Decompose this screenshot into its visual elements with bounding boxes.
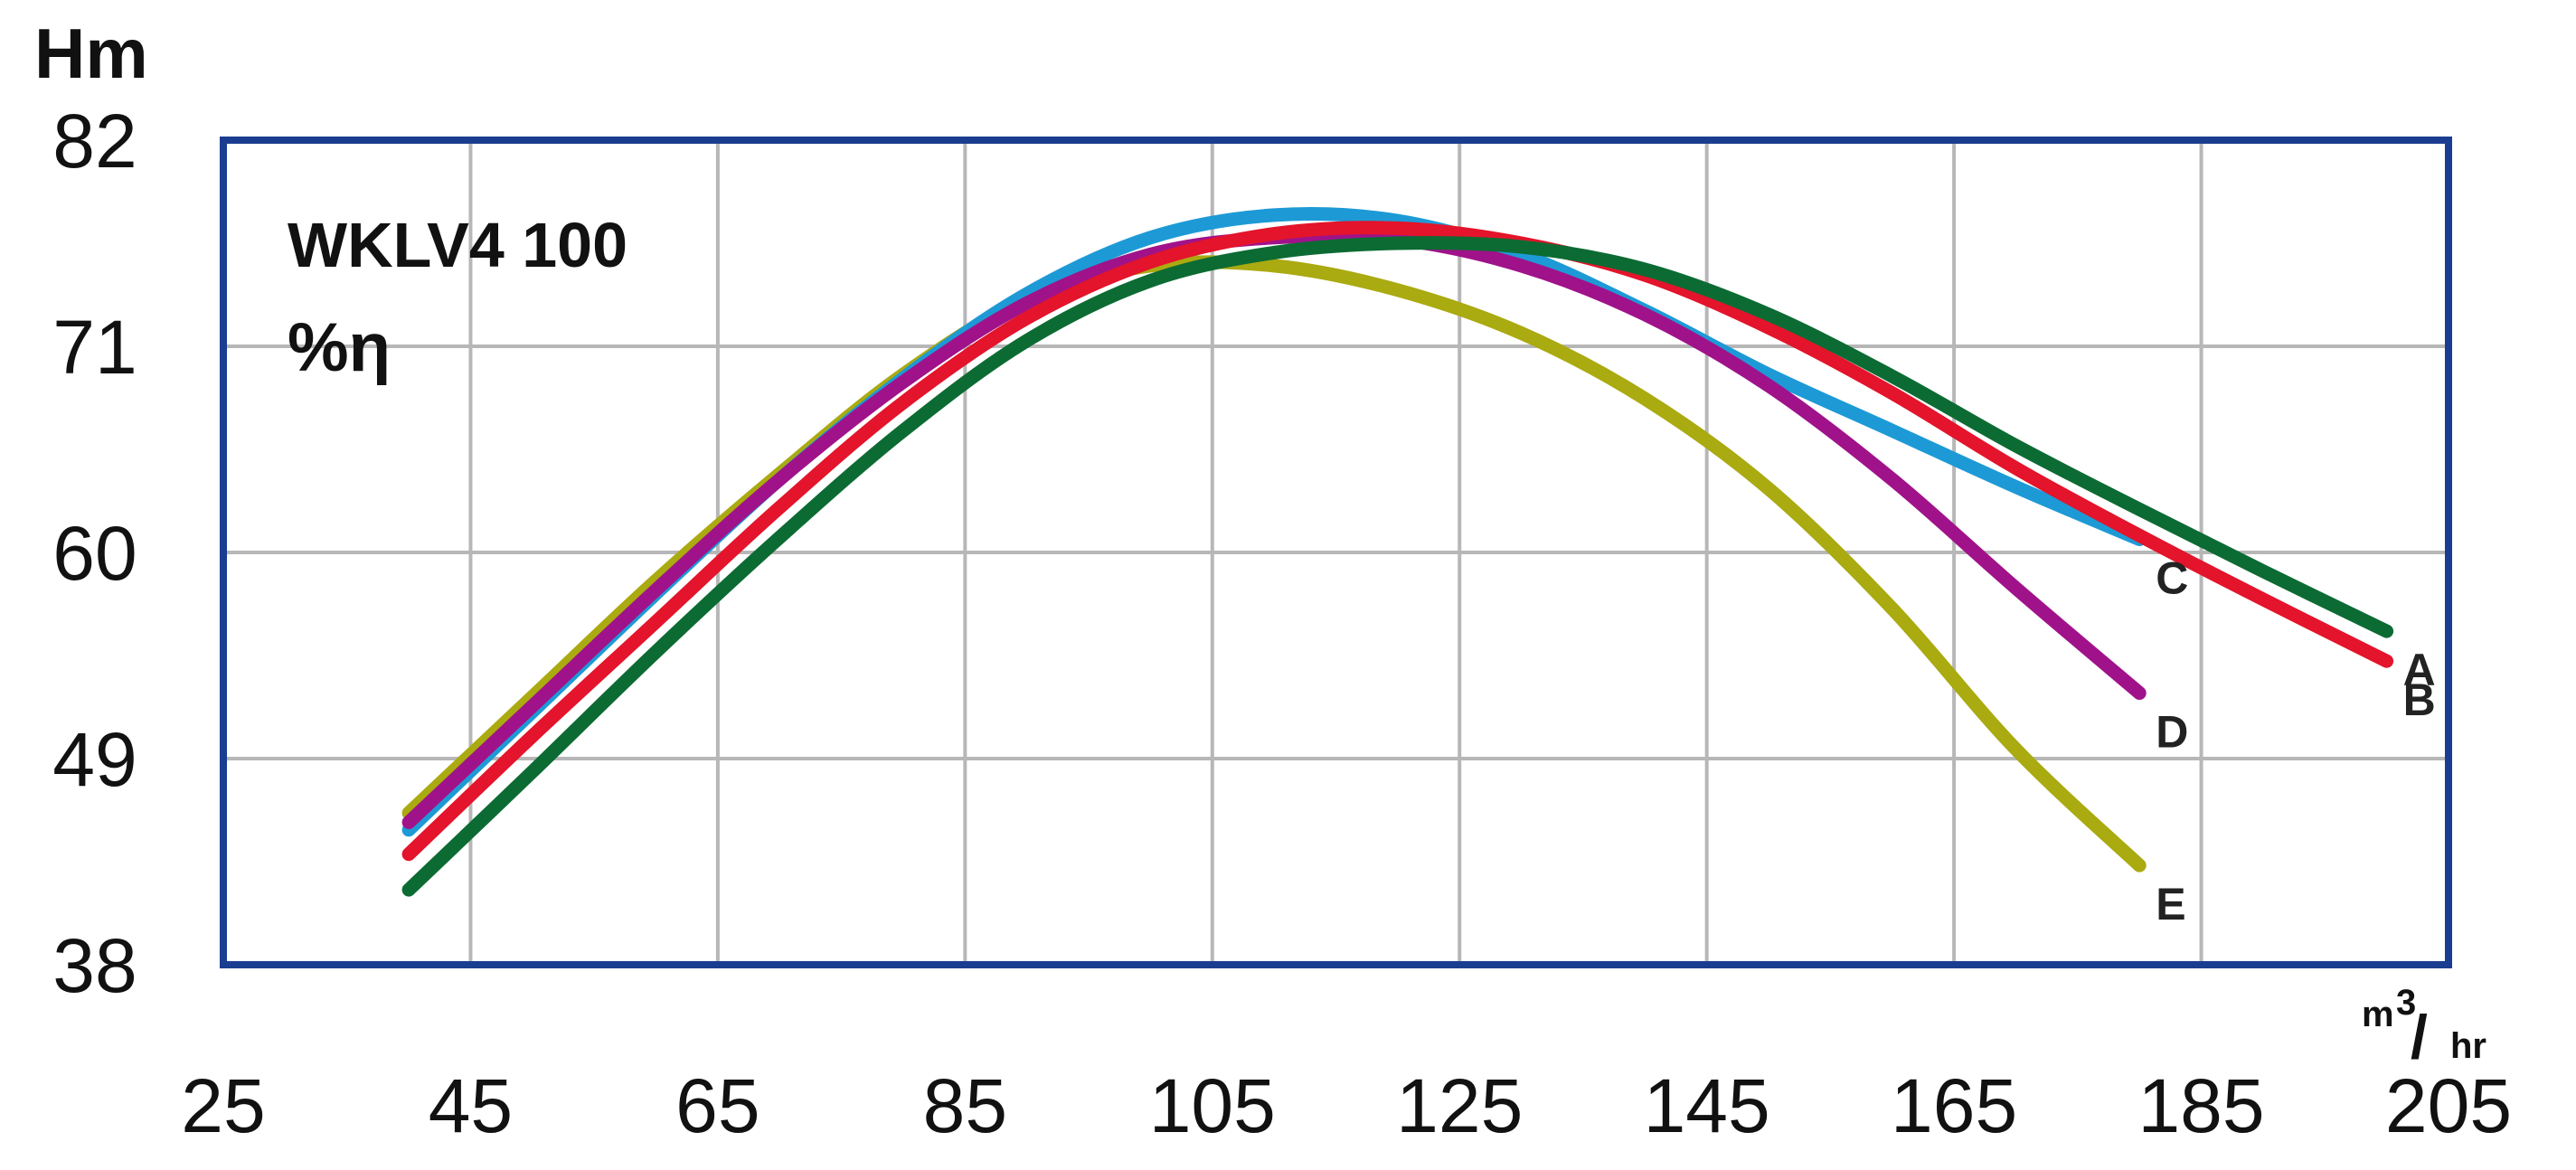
x-unit-sub: hr [2450,1026,2486,1066]
plot-frame [220,137,2452,968]
x-tick-label: 185 [2137,1063,2264,1148]
x-tick-label: 45 [429,1063,513,1148]
x-tick-label: 85 [923,1063,1007,1148]
x-axis-unit: m 3 / hr [2362,983,2486,1071]
x-tick-label: 65 [675,1063,760,1148]
x-unit-sup: 3 [2396,983,2416,1023]
series-curves [401,207,2394,897]
series-line-a [401,236,2394,897]
x-tick-label: 145 [1644,1063,1770,1148]
series-labels: E C D BA [2156,552,2436,929]
series-label-d: D [2156,706,2188,757]
x-unit-main: m [2362,995,2394,1034]
chart-subtitle: %η [288,309,391,386]
y-axis-label: Hm [34,14,148,93]
y-tick-label: 82 [52,99,137,184]
x-tick-label: 205 [2385,1063,2512,1148]
y-tick-label: 49 [52,717,137,802]
series-label-e: E [2156,879,2185,929]
series-line-d [401,229,2147,829]
x-tick-label: 165 [1891,1063,2017,1148]
x-tick-label: 105 [1149,1063,1276,1148]
x-tick-labels: 25 45 65 85 105 125 145 165 185 205 [181,1063,2512,1148]
series-label-a: A [2403,645,2436,695]
y-tick-labels: 38 49 60 71 82 [52,99,137,1008]
x-tick-label: 125 [1396,1063,1523,1148]
x-tick-label: 25 [181,1063,265,1148]
series-label-b: B [2403,675,2436,725]
x-unit-slash: / [2411,1003,2428,1071]
y-tick-label: 60 [52,511,137,596]
y-tick-label: 71 [52,305,137,390]
series-line-b [401,221,2394,862]
series-line-e [401,255,2147,873]
chart-title: WKLV4 100 [288,210,627,280]
series-label-c: C [2156,552,2188,603]
series-line-c [401,207,2147,837]
y-tick-label: 38 [52,923,137,1008]
